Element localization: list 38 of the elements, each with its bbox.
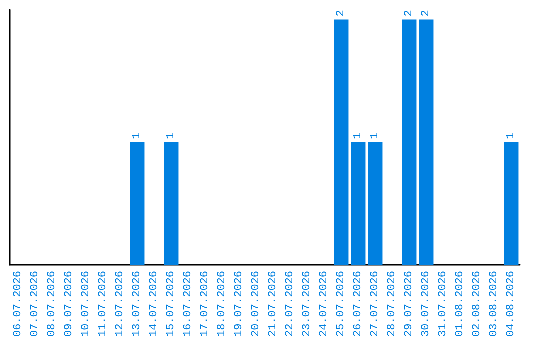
- x-tick-label: 25.07.2026: [336, 270, 348, 338]
- x-tick-label: 14.07.2026: [148, 270, 160, 338]
- x-tick-label: 09.07.2026: [64, 270, 76, 338]
- x-tick-label: 13.07.2026: [132, 270, 144, 338]
- x-tick-label: 20.07.2026: [250, 270, 262, 338]
- x-tick-label: 16.07.2026: [182, 270, 194, 338]
- x-tick-label: 06.07.2026: [12, 270, 24, 338]
- data-label: 1: [132, 132, 144, 140]
- data-label: 1: [506, 132, 518, 140]
- x-tick-label: 18.07.2026: [216, 270, 228, 338]
- x-tick-label: 02.08.2026: [472, 270, 484, 338]
- data-label: 1: [370, 132, 382, 140]
- x-tick-label: 15.07.2026: [166, 270, 178, 338]
- x-tick-label: 03.08.2026: [488, 270, 500, 338]
- data-label: 1: [352, 132, 364, 140]
- x-tick-label: 04.08.2026: [506, 270, 518, 338]
- x-tick-label: 27.07.2026: [370, 270, 382, 338]
- x-tick-label: 08.07.2026: [46, 270, 58, 338]
- x-tick-label: 12.07.2026: [114, 270, 126, 338]
- x-tick-label: 23.07.2026: [302, 270, 314, 338]
- x-tick-label: 22.07.2026: [284, 270, 296, 338]
- x-tick-label: 21.07.2026: [268, 270, 280, 338]
- data-label: 2: [336, 10, 348, 17]
- x-tick-label: 24.07.2026: [318, 270, 330, 338]
- x-tick-label: 01.08.2026: [454, 270, 466, 338]
- x-tick-label: 31.07.2026: [438, 270, 450, 338]
- x-tick-label: 30.07.2026: [420, 270, 432, 338]
- x-tick-label: 29.07.2026: [404, 270, 416, 338]
- x-tick-label: 11.07.2026: [98, 270, 110, 338]
- data-label: 2: [404, 10, 416, 17]
- x-tick-label: 10.07.2026: [80, 270, 92, 338]
- data-label: 2: [420, 10, 432, 17]
- x-tick-label: 17.07.2026: [200, 270, 212, 338]
- data-label: 1: [166, 132, 178, 140]
- x-tick-label: 19.07.2026: [234, 270, 246, 338]
- x-tick-label: 28.07.2026: [386, 270, 398, 338]
- x-tick-label: 26.07.2026: [352, 270, 364, 338]
- x-tick-label: 07.07.2026: [30, 270, 42, 338]
